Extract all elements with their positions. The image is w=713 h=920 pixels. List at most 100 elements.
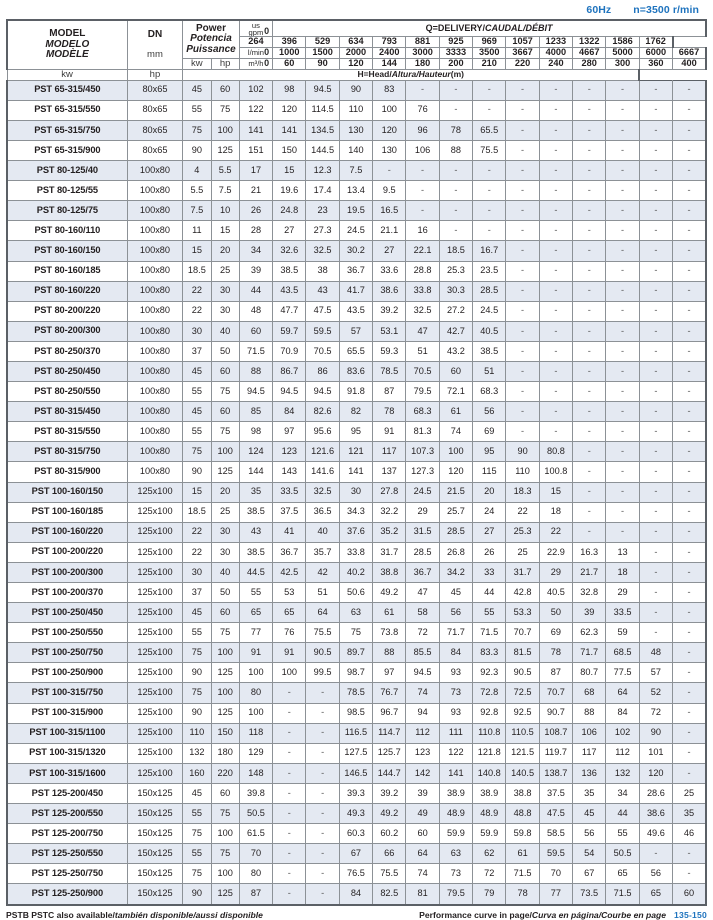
- cell-head-4: 82.5: [372, 883, 407, 906]
- cell-head-2: -: [305, 803, 340, 825]
- cell-head-11: 102: [605, 722, 640, 744]
- cell-dn: 150x125: [126, 843, 184, 865]
- flow-m3h-3: 144: [372, 57, 407, 70]
- cell-head-8: -: [505, 421, 540, 443]
- table-row: PST 80-200/220 100x80 22 30 48 47.7 47.5 43.5 39…: [5, 300, 708, 322]
- cell-head-6: 72.1: [438, 381, 474, 403]
- cell-model: PST 80-160/185: [5, 260, 128, 282]
- cell-head-5: 74: [405, 863, 440, 885]
- cell-head-12: -: [638, 602, 674, 624]
- cell-head-5: 33.8: [405, 280, 440, 302]
- cell-head-5: 36.7: [405, 561, 440, 584]
- cell-head-10: 56: [572, 823, 607, 845]
- cell-head-12: -: [638, 79, 674, 101]
- cell-model: PST 100-160/150: [5, 481, 128, 503]
- cell-power-kw: 75: [182, 119, 212, 141]
- cell-dn: 125x100: [126, 722, 184, 744]
- cell-model: PST 80-125/75: [5, 200, 128, 222]
- cell-head-9: 22.9: [538, 541, 574, 563]
- cell-head-1: -: [272, 863, 307, 885]
- cell-head-13: -: [672, 300, 708, 322]
- cell-power-kw: 75: [182, 642, 212, 664]
- cell-head-10: -: [572, 401, 607, 423]
- cell-head-4: 60.2: [372, 823, 407, 845]
- cell-head-0: 60: [238, 320, 274, 342]
- cell-power-hp: 25: [210, 260, 240, 282]
- cell-model: PST 125-250/750: [5, 863, 128, 885]
- cell-head-7: -: [472, 99, 507, 121]
- cell-head-7: 20: [472, 481, 507, 503]
- cell-power-kw: 45: [182, 79, 212, 101]
- cell-head-3: 63: [338, 602, 374, 624]
- cell-head-1: 15: [272, 160, 307, 182]
- footer-page-range[interactable]: 135-150: [674, 909, 707, 920]
- cell-head-0: 21: [238, 180, 274, 202]
- cell-head-13: -: [672, 642, 708, 664]
- cell-head-8: 81.5: [505, 642, 540, 664]
- cell-power-hp: 60: [210, 79, 240, 101]
- cell-head-5: 142: [405, 762, 440, 784]
- cell-head-7: 95: [472, 441, 507, 463]
- cell-head-3: 36.7: [338, 260, 374, 282]
- cell-head-10: -: [572, 79, 607, 101]
- cell-power-kw: 75: [182, 823, 212, 845]
- cell-head-0: 85: [238, 401, 274, 423]
- cell-head-11: 55: [605, 823, 640, 845]
- cell-head-0: 44: [238, 280, 274, 302]
- cell-head-2: 95.6: [305, 421, 340, 443]
- cell-head-8: 140.5: [505, 762, 540, 784]
- cell-head-10: -: [572, 381, 607, 403]
- footer: PSTB PSTC also available/también disponi…: [6, 910, 707, 920]
- cell-power-hp: 50: [210, 340, 240, 362]
- cell-head-10: 136: [572, 762, 607, 784]
- cell-head-8: -: [505, 99, 540, 121]
- cell-dn: 100x80: [126, 200, 184, 222]
- cell-model: PST 125-250/900: [5, 883, 128, 906]
- cell-head-11: -: [605, 220, 640, 242]
- cell-power-kw: 22: [182, 521, 212, 543]
- cell-dn: 80x65: [126, 99, 184, 121]
- cell-head-8: -: [505, 79, 540, 101]
- cell-head-3: 24.5: [338, 220, 374, 242]
- cell-head-7: 110.8: [472, 722, 507, 744]
- cell-head-2: 59.5: [305, 320, 340, 342]
- cell-head-3: 65.5: [338, 340, 374, 362]
- cell-head-7: 75.5: [472, 139, 507, 162]
- cell-head-3: 89.7: [338, 642, 374, 664]
- table-row: PST 125-200/450 150x125 45 60 39.8- -39.3 39.2…: [5, 782, 708, 805]
- cell-head-6: 84: [438, 642, 474, 664]
- cell-model: PST 80-125/40: [5, 160, 128, 182]
- cell-head-11: 13: [605, 541, 640, 563]
- cell-head-8: -: [505, 320, 540, 342]
- cell-head-0: 98: [238, 421, 274, 443]
- cell-dn: 125x100: [126, 501, 184, 523]
- cell-head-10: 73.5: [572, 883, 607, 906]
- cell-head-6: 73: [438, 682, 474, 704]
- cell-dn: 100x80: [126, 180, 184, 202]
- cell-power-hp: 100: [210, 441, 240, 463]
- cell-dn: 125x100: [126, 622, 184, 644]
- cell-head-13: -: [672, 441, 708, 463]
- cell-head-0: 43: [238, 521, 274, 543]
- cell-head-7: 62: [472, 843, 507, 865]
- cell-head-10: -: [572, 200, 607, 222]
- header-lmin-zero: 0: [264, 47, 270, 58]
- table-row: PST 100-315/750 125x100 75 100 80- -78.5 76.7 7…: [5, 682, 708, 704]
- cell-head-4: 87: [372, 381, 407, 403]
- cell-dn: 125x100: [126, 581, 184, 604]
- cell-dn: 125x100: [126, 762, 184, 784]
- cell-power-kw: 160: [182, 762, 212, 784]
- cell-power-kw: 55: [182, 381, 212, 403]
- header-dn: DN mm: [126, 18, 184, 70]
- cell-power-hp: 5.5: [210, 160, 240, 182]
- cell-power-kw: 90: [182, 139, 212, 162]
- cell-head-3: 30: [338, 481, 374, 503]
- cell-head-1: 32.6: [272, 240, 307, 262]
- cell-power-hp: 60: [210, 782, 240, 805]
- cell-power-hp: 30: [210, 280, 240, 302]
- table-row: PST 125-200/750 150x125 75 100 61.5- -60.3 60.…: [5, 823, 708, 845]
- cell-head-10: -: [572, 99, 607, 121]
- cell-power-kw: 4: [182, 160, 212, 182]
- flow-m3h-12: 400: [672, 57, 708, 70]
- cell-head-12: 28.6: [638, 782, 674, 805]
